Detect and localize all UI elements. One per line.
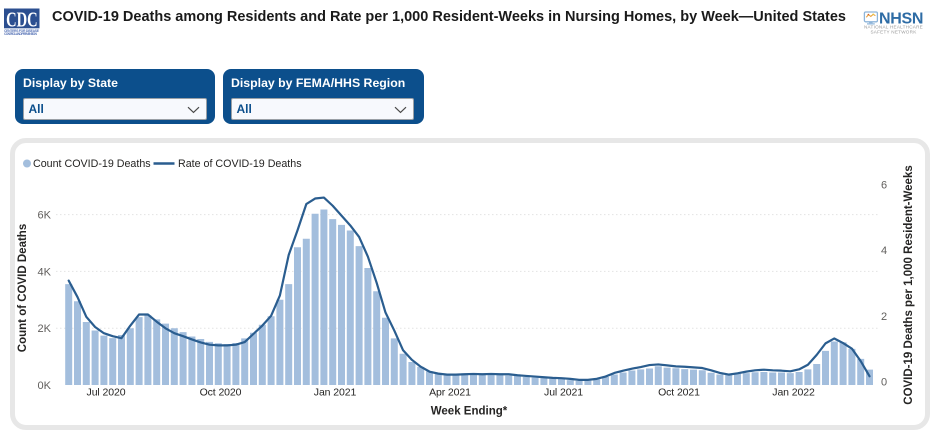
svg-text:4: 4 (881, 245, 887, 257)
svg-text:CENTERS FOR DISEASE: CENTERS FOR DISEASE (4, 29, 40, 33)
svg-text:2: 2 (881, 311, 887, 323)
svg-text:Count of COVID Deaths: Count of COVID Deaths (17, 224, 29, 352)
svg-text:CDC: CDC (6, 8, 38, 31)
svg-text:0: 0 (881, 377, 887, 389)
svg-text:Count COVID-19 Deaths: Count COVID-19 Deaths (33, 158, 151, 170)
svg-text:Jul 2020: Jul 2020 (87, 387, 126, 399)
svg-text:Jul 2021: Jul 2021 (544, 387, 583, 399)
svg-text:2K: 2K (38, 323, 52, 335)
svg-text:Rate of COVID-19 Deaths: Rate of COVID-19 Deaths (178, 158, 302, 170)
svg-text:Oct 2020: Oct 2020 (200, 387, 242, 399)
svg-text:COVID-19 Deaths per 1,000 Resi: COVID-19 Deaths per 1,000 Resident-Weeks (903, 165, 915, 404)
svg-text:6K: 6K (38, 210, 52, 222)
svg-text:6: 6 (881, 179, 887, 191)
svg-text:Week Ending*: Week Ending* (431, 406, 508, 418)
svg-text:NATIONAL HEALTHCARE: NATIONAL HEALTHCARE (864, 25, 923, 30)
svg-text:SAFETY NETWORK: SAFETY NETWORK (870, 29, 917, 34)
svg-text:Jan 2021: Jan 2021 (314, 387, 357, 399)
svg-text:4K: 4K (38, 266, 52, 278)
svg-text:0K: 0K (38, 380, 52, 392)
svg-text:Jan 2022: Jan 2022 (772, 387, 815, 399)
svg-text:Oct 2021: Oct 2021 (658, 387, 700, 399)
svg-text:CONTROL AND PREVENTION: CONTROL AND PREVENTION (4, 32, 38, 36)
svg-text:NHSN: NHSN (879, 10, 923, 27)
svg-text:Apr 2021: Apr 2021 (429, 387, 471, 399)
